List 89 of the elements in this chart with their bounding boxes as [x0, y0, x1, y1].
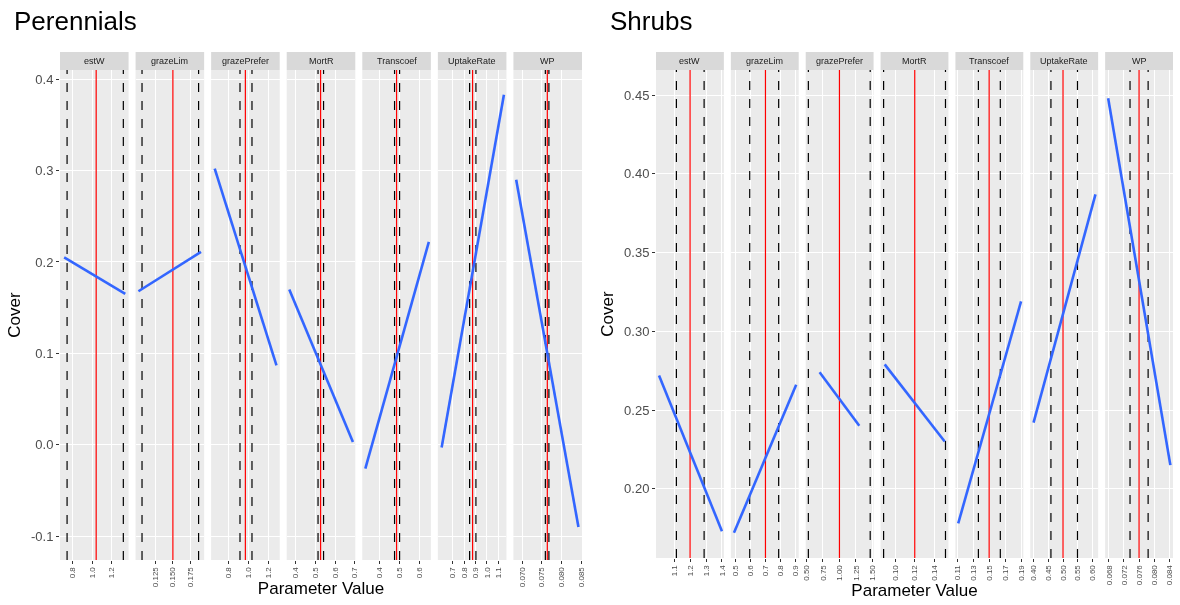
x-tick-label: 0.150	[168, 566, 178, 588]
x-tick-label: 0.13	[968, 564, 978, 581]
x-tick-label: 0.15	[984, 564, 994, 581]
chart-title: grazeLim	[746, 56, 784, 66]
chart-title: MortR	[902, 56, 927, 66]
x-axis-title: Parameter Value	[257, 578, 385, 598]
x-tick-label: 1.4	[717, 564, 727, 577]
y-tick-label: 0.0	[35, 437, 54, 453]
x-tick-label: 1.0	[244, 566, 254, 579]
x-tick-label: 1.3	[701, 564, 711, 577]
chart-title: estW	[84, 56, 106, 66]
y-tick-label: 0.3	[35, 163, 54, 179]
x-tick-label: 0.50	[801, 564, 811, 581]
chart-title: Transcoef	[969, 56, 1010, 66]
x-tick-label: 0.5	[395, 566, 405, 579]
chart-title: UptakeRate	[1040, 56, 1088, 66]
x-tick-label: 0.8	[68, 566, 78, 579]
x-tick-label: 0.45	[1043, 564, 1053, 581]
x-tick-label: 1.0	[87, 566, 97, 579]
x-tick-label: 0.6	[415, 566, 425, 579]
x-tick-label: 0.8	[223, 566, 233, 579]
x-tick-label: 0.9	[471, 566, 481, 579]
x-tick-label: 0.8	[459, 566, 469, 579]
text: Perennials	[14, 6, 137, 36]
x-tick-label: 0.076	[1134, 564, 1144, 586]
y-tick-label: 0.2	[35, 254, 54, 270]
y-tick-label: 0.4	[35, 71, 54, 87]
y-tick-label: 0.30	[624, 323, 650, 339]
y-tick-label: 0.35	[624, 245, 650, 261]
x-axis-title: Parameter Value	[851, 581, 978, 601]
y-tick-label: 0.45	[624, 87, 650, 103]
x-tick-label: 1.0	[482, 566, 492, 579]
x-tick-label: 0.6	[746, 564, 756, 577]
x-tick-label: 1.2	[264, 566, 274, 579]
chart-title: MortR	[309, 56, 334, 66]
chart-title: WP	[1132, 56, 1147, 66]
x-tick-label: 0.084	[1164, 564, 1174, 586]
x-tick-label: 1.50	[868, 564, 878, 581]
y-axis-title: Cover	[597, 290, 617, 337]
x-tick-label: 0.5	[731, 564, 741, 577]
chart-title: grazeLim	[151, 56, 189, 66]
x-tick-label: 0.085	[576, 566, 586, 588]
x-tick-label: 0.4	[291, 566, 301, 579]
x-tick-label: 0.17	[1000, 564, 1010, 581]
x-tick-label: 0.080	[557, 566, 567, 588]
y-tick-label: 0.1	[35, 345, 54, 361]
x-tick-label: 0.5	[311, 566, 321, 579]
x-tick-label: 0.080	[1149, 564, 1159, 586]
y-tick-label: -0.1	[30, 528, 54, 544]
x-tick-label: 0.070	[517, 566, 527, 588]
x-tick-label: 1.2	[107, 566, 117, 579]
chart-title: grazePrefer	[816, 56, 864, 66]
x-tick-label: 0.7	[350, 566, 360, 579]
x-tick-label: 0.60	[1088, 564, 1098, 581]
x-tick-label: 0.10	[890, 564, 900, 581]
x-tick-label: 1.2	[685, 564, 695, 577]
x-tick-label: 1.25	[851, 564, 861, 581]
x-tick-label: 0.7	[448, 566, 458, 579]
x-tick-label: 0.50	[1058, 564, 1068, 581]
x-tick-label: 0.068	[1104, 564, 1114, 586]
chart-title: estW	[679, 56, 701, 66]
x-tick-label: 0.175	[185, 566, 195, 588]
chart-title: Transcoef	[377, 56, 418, 66]
text: Shrubs	[610, 6, 693, 36]
x-tick-label: 0.6	[330, 566, 340, 579]
x-tick-label: 1.1	[494, 566, 504, 579]
x-tick-label: 0.12	[910, 564, 920, 581]
chart-title: WP	[540, 56, 555, 66]
x-tick-label: 0.072	[1119, 564, 1129, 586]
x-tick-label: 1.1	[669, 564, 679, 577]
x-tick-label: 0.125	[151, 566, 161, 588]
chart-title: UptakeRate	[448, 56, 496, 66]
x-tick-label: 0.75	[818, 564, 828, 581]
x-tick-label: 0.11	[952, 564, 962, 581]
x-tick-label: 0.19	[1016, 564, 1026, 581]
y-tick-label: 0.25	[624, 402, 650, 418]
x-tick-label: 0.9	[790, 564, 800, 577]
chart-title: grazePrefer	[222, 56, 270, 66]
x-tick-label: 0.7	[761, 564, 771, 577]
x-tick-label: 0.40	[1029, 564, 1039, 581]
x-tick-label: 0.075	[537, 566, 547, 588]
x-tick-label: 0.55	[1073, 564, 1083, 581]
x-tick-label: 1.00	[835, 564, 845, 581]
y-tick-label: 0.40	[624, 166, 650, 182]
x-tick-label: 0.8	[775, 564, 785, 577]
y-tick-label: 0.20	[624, 481, 650, 497]
y-axis-title: Cover	[4, 291, 24, 338]
x-tick-label: 0.14	[929, 564, 939, 581]
x-tick-label: 0.4	[375, 566, 385, 579]
